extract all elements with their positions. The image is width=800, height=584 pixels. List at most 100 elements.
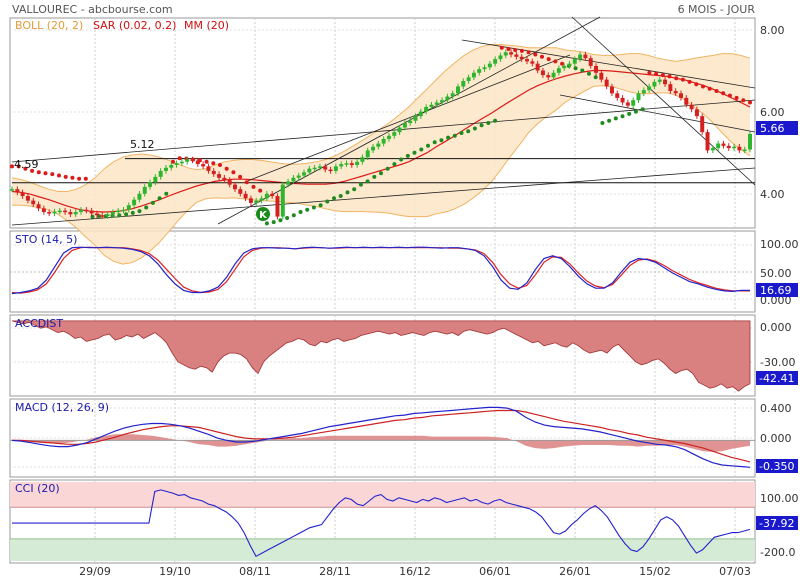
candle-body bbox=[179, 161, 184, 164]
sar-dot bbox=[372, 174, 377, 179]
sto-ytick: 0.000 bbox=[760, 294, 792, 307]
marker-k-label: K bbox=[259, 210, 268, 221]
sar-dot bbox=[164, 191, 169, 196]
price-last-value: 5.66 bbox=[760, 122, 785, 135]
candle-body bbox=[232, 184, 237, 190]
sar-dot bbox=[613, 116, 618, 121]
candle-body bbox=[668, 84, 673, 92]
candle-body bbox=[169, 165, 174, 168]
candle-body bbox=[296, 175, 301, 178]
sar-dot bbox=[385, 166, 390, 171]
candle-body bbox=[63, 210, 68, 213]
sar-dot bbox=[405, 153, 410, 158]
sto-last-value: 16.69 bbox=[760, 284, 792, 297]
candle-body bbox=[217, 174, 222, 178]
candle-body bbox=[105, 214, 110, 217]
candle-body bbox=[445, 96, 450, 101]
candle-body bbox=[455, 86, 460, 94]
x-tick-label: 26/01 bbox=[559, 565, 591, 578]
candle-body bbox=[578, 54, 583, 60]
candle-body bbox=[307, 168, 312, 173]
candle-body bbox=[248, 198, 253, 203]
candle-body bbox=[519, 56, 524, 60]
candle-body bbox=[264, 193, 269, 199]
sar-dot bbox=[278, 218, 283, 223]
sar-dot bbox=[680, 77, 685, 82]
candle-body bbox=[466, 77, 471, 81]
candle-body bbox=[652, 81, 657, 87]
sar-dot bbox=[77, 176, 82, 181]
candle-body bbox=[222, 177, 227, 181]
sar-dot bbox=[358, 182, 363, 187]
sar-dot bbox=[486, 121, 491, 125]
legend-mm: MM (20) bbox=[184, 19, 229, 32]
trendline bbox=[11, 167, 756, 226]
candle-body bbox=[710, 148, 715, 151]
sar-dot bbox=[580, 68, 585, 73]
sto-ytick: 50.00 bbox=[760, 267, 792, 280]
accdist-ytick: -30.00 bbox=[760, 356, 795, 369]
accdist-area bbox=[11, 320, 751, 392]
candle-body bbox=[31, 200, 36, 205]
candle-body bbox=[73, 212, 78, 215]
sar-dot bbox=[432, 140, 437, 145]
sar-dot bbox=[16, 164, 21, 169]
candle-body bbox=[227, 180, 232, 185]
candle-body bbox=[323, 166, 328, 170]
sar-dot bbox=[540, 54, 544, 59]
legend-sar: SAR (0.02, 0.2) bbox=[93, 19, 176, 32]
candle-body bbox=[195, 160, 200, 165]
candle-body bbox=[434, 102, 439, 105]
cci-oversold-zone bbox=[10, 538, 755, 561]
sar-dot bbox=[748, 100, 752, 105]
cci-line bbox=[12, 489, 751, 558]
candle-body bbox=[286, 181, 291, 185]
candle-body bbox=[349, 163, 354, 165]
candle-body bbox=[546, 75, 551, 78]
sto-k-line bbox=[11, 246, 750, 295]
sar-dot bbox=[519, 48, 524, 53]
sar-dot bbox=[741, 98, 746, 103]
sar-dot bbox=[238, 174, 243, 179]
sar-dot bbox=[399, 157, 404, 162]
price-ytick: 8.00 bbox=[760, 24, 785, 37]
candle-body bbox=[142, 186, 147, 194]
candle-body bbox=[355, 161, 360, 165]
sar-dot bbox=[137, 209, 142, 214]
sar-dot bbox=[573, 66, 578, 71]
candle-body bbox=[386, 135, 391, 139]
candle-body bbox=[641, 90, 646, 94]
candle-body bbox=[678, 93, 683, 98]
candle-body bbox=[15, 189, 20, 193]
x-tick-label: 08/11 bbox=[239, 565, 271, 578]
sar-dot bbox=[701, 84, 705, 89]
accdist-last-value: -42.41 bbox=[759, 372, 794, 385]
candle-body bbox=[174, 163, 179, 165]
sar-dot bbox=[493, 118, 498, 123]
sar-dot bbox=[506, 47, 511, 51]
price-ytick: 4.00 bbox=[760, 188, 785, 201]
candle-body bbox=[10, 189, 14, 191]
x-axis-labels: 29/09 19/10 08/11 28/11 16/12 06/01 26/01 15/02… bbox=[79, 565, 751, 578]
sar-dot bbox=[36, 170, 41, 175]
sar-dot bbox=[144, 205, 149, 210]
candle-body bbox=[572, 59, 577, 64]
candle-body bbox=[110, 212, 115, 215]
sar-dot bbox=[83, 176, 88, 181]
candle-body bbox=[328, 169, 333, 172]
sar-dot bbox=[587, 71, 591, 76]
candle-body bbox=[339, 164, 344, 167]
candle-body bbox=[588, 58, 593, 66]
macd-histogram bbox=[12, 434, 750, 452]
candle-body bbox=[498, 55, 503, 60]
candle-body bbox=[424, 107, 429, 112]
sar-dot bbox=[472, 126, 477, 131]
candle-body bbox=[381, 138, 386, 144]
sar-dot bbox=[419, 147, 424, 152]
accdist-title: ACCDIST bbox=[15, 317, 63, 330]
sto-title: STO (14, 5) bbox=[15, 233, 77, 246]
candle-body bbox=[684, 97, 689, 105]
candle-body bbox=[36, 204, 41, 209]
